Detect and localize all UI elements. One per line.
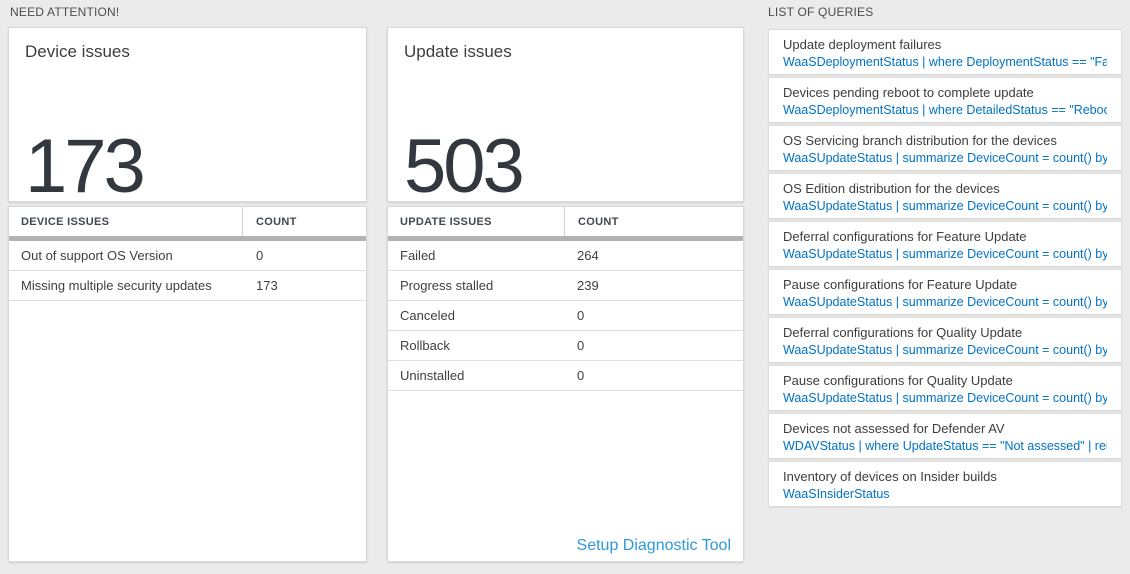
device-issues-card[interactable]: Device issues 173 — [8, 27, 367, 209]
update-issues-table: UPDATE ISSUES COUNT Failed 264 Progress … — [387, 206, 744, 562]
query-list-item[interactable]: Pause configurations for Quality Update … — [768, 365, 1122, 411]
need-attention-heading: NEED ATTENTION! — [10, 5, 120, 19]
update-issues-card[interactable]: Update issues 503 — [387, 27, 744, 209]
query-text: WaaSUpdateStatus | summarize DeviceCount… — [783, 247, 1107, 261]
query-list: Update deployment failures WaaSDeploymen… — [768, 29, 1122, 562]
list-of-queries-heading: LIST OF QUERIES — [768, 5, 874, 19]
query-title: Update deployment failures — [783, 37, 942, 52]
table-row[interactable]: Uninstalled 0 — [388, 361, 743, 391]
issue-label: Out of support OS Version — [21, 248, 173, 263]
issue-label: Progress stalled — [400, 278, 494, 293]
issue-count: 173 — [256, 278, 278, 293]
query-title: OS Edition distribution for the devices — [783, 181, 1000, 196]
query-list-item[interactable]: OS Servicing branch distribution for the… — [768, 125, 1122, 171]
update-issues-count: 503 — [404, 124, 525, 209]
query-title: Deferral configurations for Quality Upda… — [783, 325, 1023, 340]
table-row[interactable]: Progress stalled 239 — [388, 271, 743, 301]
device-issues-title: Device issues — [25, 42, 130, 61]
issue-label: Failed — [400, 248, 436, 263]
issue-label: Uninstalled — [400, 368, 465, 383]
table-divider-bar — [388, 236, 743, 241]
issue-label: Canceled — [400, 308, 455, 323]
table-divider-bar — [9, 236, 366, 241]
query-text: WDAVStatus | where UpdateStatus == "Not … — [783, 439, 1107, 453]
column-header-count: COUNT — [578, 215, 619, 228]
query-list-item[interactable]: Update deployment failures WaaSDeploymen… — [768, 29, 1122, 75]
setup-diagnostic-tool-link[interactable]: Setup Diagnostic Tool — [576, 537, 731, 554]
query-text: WaaSUpdateStatus | summarize DeviceCount… — [783, 295, 1107, 309]
issue-count: 239 — [577, 278, 599, 293]
device-issues-table: DEVICE ISSUES COUNT Out of support OS Ve… — [8, 206, 367, 562]
table-row[interactable]: Out of support OS Version 0 — [9, 241, 366, 271]
query-title: Pause configurations for Feature Update — [783, 277, 1018, 292]
column-header-count: COUNT — [256, 215, 297, 228]
query-text: WaaSUpdateStatus | summarize DeviceCount… — [783, 151, 1107, 165]
query-title: Devices not assessed for Defender AV — [783, 421, 1005, 436]
query-text: WaaSDeploymentStatus | where DeploymentS… — [783, 55, 1107, 69]
query-title: Deferral configurations for Feature Upda… — [783, 229, 1027, 244]
query-text: WaaSInsiderStatus — [783, 487, 890, 501]
query-text: WaaSUpdateStatus | summarize DeviceCount… — [783, 391, 1107, 405]
query-title: Devices pending reboot to complete updat… — [783, 85, 1034, 100]
query-list-item[interactable]: Inventory of devices on Insider builds W… — [768, 461, 1122, 507]
query-text: WaaSUpdateStatus | summarize DeviceCount… — [783, 199, 1107, 213]
query-list-item[interactable]: OS Edition distribution for the devices … — [768, 173, 1122, 219]
query-list-item[interactable]: Pause configurations for Feature Update … — [768, 269, 1122, 315]
query-list-item[interactable]: Deferral configurations for Quality Upda… — [768, 317, 1122, 363]
query-list-item[interactable]: Devices not assessed for Defender AV WDA… — [768, 413, 1122, 459]
query-text: WaaSDeploymentStatus | where DetailedSta… — [783, 103, 1107, 117]
update-issues-table-header: UPDATE ISSUES COUNT — [388, 207, 743, 236]
update-issues-title: Update issues — [404, 42, 512, 61]
issue-label: Missing multiple security updates — [21, 278, 212, 293]
issue-count: 0 — [577, 308, 585, 323]
table-row[interactable]: Canceled 0 — [388, 301, 743, 331]
query-title: Inventory of devices on Insider builds — [783, 469, 997, 484]
query-title: OS Servicing branch distribution for the… — [783, 133, 1057, 148]
device-issues-table-header: DEVICE ISSUES COUNT — [9, 207, 366, 236]
table-row[interactable]: Missing multiple security updates 173 — [9, 271, 366, 301]
issue-count: 0 — [577, 338, 585, 353]
issue-label: Rollback — [400, 338, 450, 353]
issue-count: 0 — [256, 248, 264, 263]
column-header-device-issues: DEVICE ISSUES — [21, 215, 110, 228]
issue-count: 264 — [577, 248, 599, 263]
query-list-item[interactable]: Deferral configurations for Feature Upda… — [768, 221, 1122, 267]
device-issues-count: 173 — [25, 124, 146, 209]
column-header-update-issues: UPDATE ISSUES — [400, 215, 492, 228]
query-list-item[interactable]: Devices pending reboot to complete updat… — [768, 77, 1122, 123]
query-title: Pause configurations for Quality Update — [783, 373, 1013, 388]
table-row[interactable]: Failed 264 — [388, 241, 743, 271]
query-text: WaaSUpdateStatus | summarize DeviceCount… — [783, 343, 1107, 357]
issue-count: 0 — [577, 368, 585, 383]
table-row[interactable]: Rollback 0 — [388, 331, 743, 361]
